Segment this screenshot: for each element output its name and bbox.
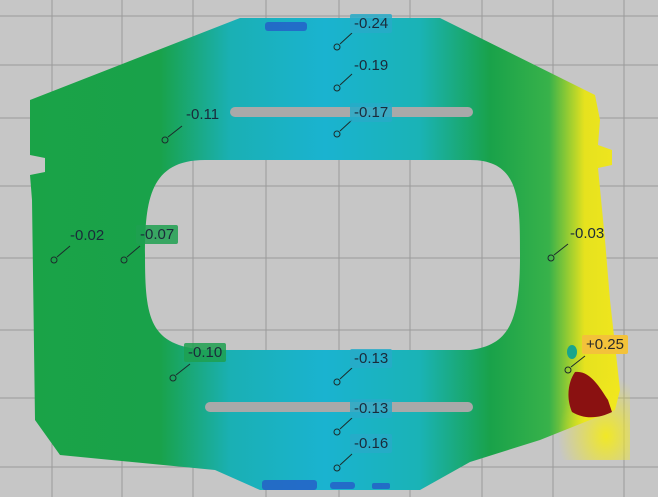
measurement-label-m4[interactable]: -0.11	[186, 106, 220, 123]
marker-m9	[333, 367, 353, 386]
lower-bar	[205, 402, 473, 412]
marker-m4	[161, 125, 183, 144]
measurement-label-m5[interactable]: -0.02	[70, 227, 105, 244]
marker-m12	[333, 453, 353, 472]
marker-m1	[333, 32, 353, 51]
measurement-label-m1[interactable]: -0.24	[350, 14, 393, 33]
marker-m5	[50, 245, 71, 264]
measurement-label-m11[interactable]: -0.13	[350, 399, 393, 418]
marker-m7	[547, 243, 569, 262]
measurement-label-m8[interactable]: -0.10	[184, 343, 227, 362]
marker-m10	[564, 355, 586, 374]
marker-m6	[120, 245, 141, 264]
measurement-label-m12[interactable]: -0.16	[350, 434, 393, 453]
red-deviation-patch	[568, 371, 612, 418]
marker-m8	[169, 363, 191, 382]
measurement-label-m9[interactable]: -0.13	[350, 349, 393, 368]
measurement-label-m2[interactable]: -0.19	[354, 57, 389, 74]
blue-speckle-areas	[262, 22, 390, 490]
marker-m2	[333, 73, 353, 92]
measurement-label-m6[interactable]: -0.07	[136, 225, 179, 244]
measurement-label-m10[interactable]: +0.25	[582, 335, 628, 354]
teal-spot	[567, 345, 577, 359]
marker-m3	[333, 119, 353, 138]
yellow-hotspot-overlay	[470, 260, 630, 460]
marker-m11	[333, 417, 353, 436]
measurement-label-m7[interactable]: -0.03	[570, 225, 605, 242]
measurement-markers	[50, 32, 586, 472]
measurement-label-m3[interactable]: -0.17	[350, 103, 393, 122]
